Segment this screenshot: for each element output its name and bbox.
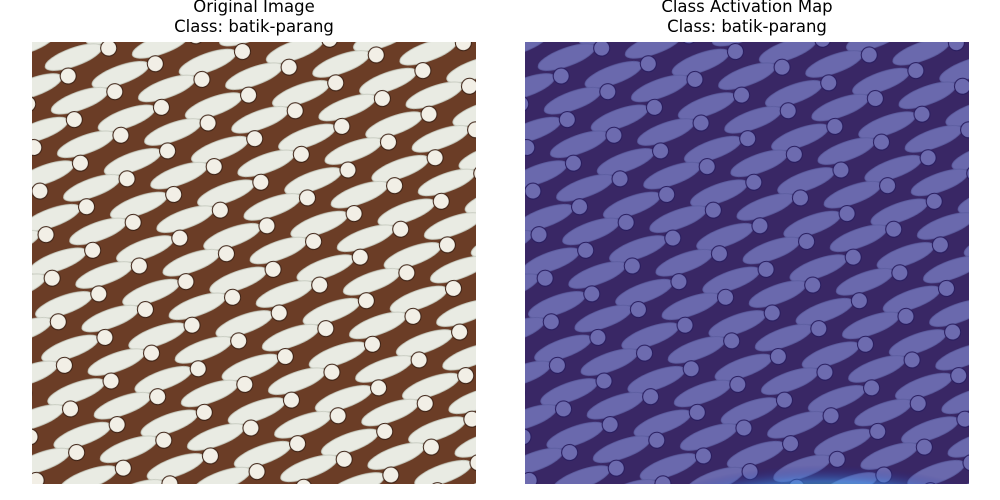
batik-pattern-image <box>32 42 476 484</box>
panel-title: Original Image <box>193 0 315 16</box>
panel-class-label: Class: batik-parang <box>667 17 827 36</box>
class-activation-map-image <box>525 42 969 484</box>
original-image-panel: Original Image Class: batik-parang <box>32 0 476 500</box>
cam-panel: Class Activation Map Class: batik-parang <box>525 0 969 500</box>
panel-title: Class Activation Map <box>661 0 833 16</box>
batik-motif-fill <box>32 42 476 484</box>
panel-class-label: Class: batik-parang <box>174 17 334 36</box>
cam-hotspot <box>615 389 969 484</box>
cam-heatmap-overlay <box>525 42 969 484</box>
original-image <box>32 42 476 484</box>
